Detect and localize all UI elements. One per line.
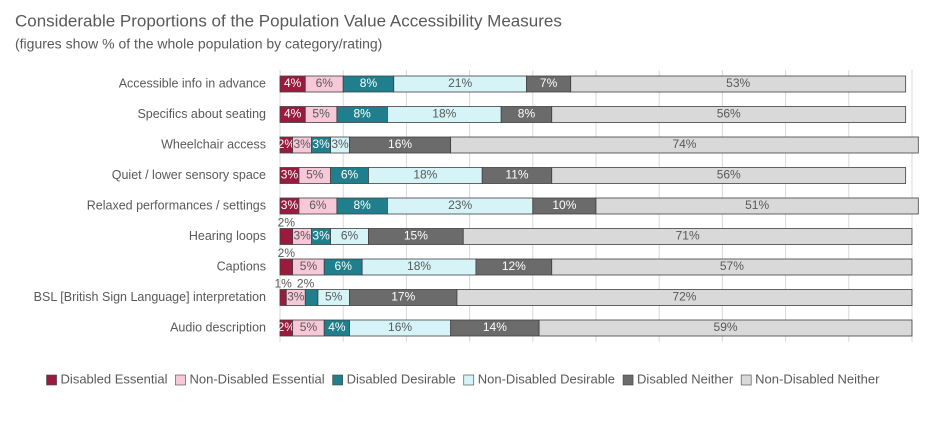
data-label: 18% [413,168,437,182]
data-label: 2% [297,277,315,291]
bar-segment [551,106,907,123]
legend-label: Non-Disabled Essential [190,371,325,386]
y-tick-label: Specifics about seating [137,107,266,121]
data-label: 18% [407,259,431,273]
bar-segment [279,228,294,245]
data-label: 3% [293,229,311,243]
data-label: 8% [518,107,536,121]
data-label: 57% [720,259,744,273]
data-label: 8% [353,107,371,121]
data-label: 14% [483,320,507,334]
data-label: 2% [278,320,296,334]
data-label: 2% [278,137,296,151]
y-tick-label: Audio description [170,320,266,334]
data-label: 56% [717,168,741,182]
legend-label: Disabled Desirable [347,371,456,386]
legend-label: Non-Disabled Neither [755,371,880,386]
bar-segment [279,258,294,276]
bar-segment [551,167,907,184]
data-label: 16% [388,320,412,334]
bar-segment [456,289,913,306]
data-label: 4% [284,76,302,90]
data-label: 3% [312,137,330,151]
data-label: 6% [341,168,359,182]
bar-segment [538,319,913,337]
bar-segment [551,258,913,276]
data-label: 3% [293,137,311,151]
data-label: 8% [360,76,378,90]
data-label: 5% [325,290,343,304]
y-tick-label: Wheelchair access [161,137,266,151]
legend-label: Non-Disabled Desirable [478,371,615,386]
legend-label: Disabled Neither [637,371,734,386]
bar-segment [450,136,919,154]
data-label: 5% [306,168,324,182]
data-label: 17% [391,290,415,304]
data-label: 12% [502,259,526,273]
data-label: 2% [278,216,296,230]
y-tick-label: BSL [British Sign Language] interpretati… [34,290,266,304]
legend-swatch [175,374,186,386]
legend-swatch [46,374,57,386]
data-label: 4% [328,320,346,334]
data-label: 3% [331,137,349,151]
y-tick-label: Accessible info in advance [119,76,266,90]
bar-segment [570,75,907,93]
y-tick-label: Hearing loops [189,229,266,243]
data-label: 6% [335,259,353,273]
legend-swatch [463,374,475,386]
data-label: 6% [341,229,359,243]
bar-segment [595,197,919,215]
bar-segment [304,289,319,306]
data-label: 7% [540,76,558,90]
y-tick-label: Relaxed performances / settings [87,198,266,212]
legend-swatch [740,374,752,386]
data-label: 8% [353,198,371,212]
data-label: 6% [309,198,327,212]
data-label: 3% [287,290,305,304]
chart-subtitle: (figures show % of the whole population … [15,36,382,52]
data-label: 10% [552,198,576,212]
data-label: 23% [448,198,472,212]
legend-swatch [332,374,343,386]
data-label: 5% [312,107,330,121]
bar-segment [279,289,287,306]
data-label: 74% [672,137,696,151]
data-label: 15% [404,229,428,243]
data-label: 1% [274,277,292,291]
y-tick-label: Captions [217,259,266,273]
data-label: 3% [281,198,299,212]
data-label: 21% [448,76,472,90]
data-label: 53% [726,76,750,90]
y-tick-label: Quiet / lower sensory space [112,168,266,182]
data-label: 56% [717,107,741,121]
data-label: 4% [284,107,302,121]
data-label: 71% [676,229,700,243]
legend-label: Disabled Essential [61,371,168,386]
data-label: 18% [432,107,456,121]
data-label: 6% [316,76,334,90]
data-label: 51% [745,198,769,212]
data-label: 59% [714,320,738,334]
data-label: 5% [300,320,318,334]
data-label: 11% [505,168,528,182]
data-label: 3% [281,168,299,182]
legend-swatch [622,374,634,386]
data-label: 16% [388,137,412,151]
data-label: 5% [300,259,318,273]
data-label: 2% [278,246,296,260]
chart-title: Considerable Proportions of the Populati… [15,11,562,30]
bar-segment [462,228,913,245]
data-label: 72% [672,290,696,304]
data-label: 3% [312,229,330,243]
